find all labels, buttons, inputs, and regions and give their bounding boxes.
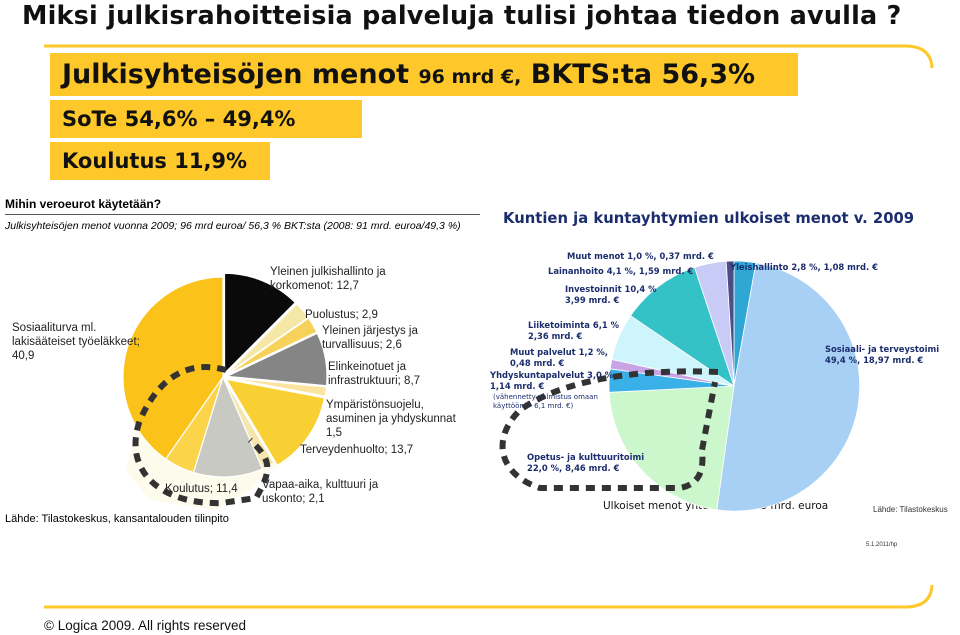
right-chart-source: Lähde: Tilastokeskus [873,505,948,514]
left-chart-divider [5,214,480,215]
left-label-3-0: Elinkeinotuet ja [328,361,407,373]
footer-copyright: © Logica 2009. All rights reserved [44,618,247,633]
headline-spending-part3: BKTS:ta 56,3% [530,59,756,90]
right-label-3-0: Yhdyskuntapalvelut 3,0 % [489,370,614,380]
left-label-1-0: Puolustus; 2,9 [305,309,378,321]
pie0-slice-9 [122,276,224,460]
right-label-1-0: Sosiaali- ja terveystoimi [825,344,939,354]
right-label-2-0: Opetus- ja kulttuuritoimi [527,452,644,462]
pie1-slice-2 [608,385,735,511]
right-label-3-note-0: (vähennetty valmistus omaan [493,393,598,401]
headline-sote: SoTe 54,6% – 49,4% [50,100,362,138]
right-label-6-1: 3,99 mrd. € [565,295,620,305]
left-label-2-0: Yleinen järjestys ja [322,325,418,337]
pie1-slice-6 [630,266,735,387]
left-label-9-0: Sosiaaliturva ml. [12,322,96,334]
left-label-2-1: turvallisuus; 2,6 [322,339,402,351]
left-label-4-2: 1,5 [326,427,342,439]
left-label-4-0: Ympäristönsuojelu, [326,399,424,411]
headline-education: Koulutus 11,9% [50,142,270,180]
bottom-accent-curve [44,584,934,609]
left-label-7-0: Koulutus; 11,4 [165,483,238,495]
right-pie-dotted-highlight [499,368,719,491]
left-pie-dotted-highlight [132,364,271,507]
pie0-slice-4 [226,376,328,397]
left-chart-subtitle: Julkisyhteisöjen menot vuonna 2009; 96 m… [5,220,461,232]
pie0-slice-7 [192,375,264,478]
right-label-6-0: Investoinnit 10,4 % [565,284,657,294]
right-label-0-0: Yleishallinto 2,8 %, 1,08 mrd. € [729,262,878,272]
right-label-8-0: Muut menot 1,0 %, 0,37 mrd. € [567,251,714,261]
right-label-4-1: 0,48 mrd. € [510,358,565,368]
left-label-9-1: lakisääteiset työeläkkeet; [12,336,140,348]
right-label-3-1: 1,14 mrd. € [490,381,545,391]
right-chart-date: 5.1.2011/hp [866,542,898,548]
pie1-slice-1 [716,262,861,512]
right-label-1-1: 49,4 %, 18,97 mrd. € [825,355,923,365]
headline-spending-part2: 96 mrd €, [418,66,522,88]
pie0-slice-3 [224,332,328,387]
left-chart-source: Lähde: Tilastokeskus, kansantalouden til… [5,513,229,525]
right-label-3-note-1: käyttöön = 6,1 mrd. €) [493,402,573,410]
left-label-6-0: Vapaa-aika, kulttuuri ja [262,479,379,491]
left-label-3-1: infrastruktuuri; 8,7 [328,375,420,387]
headline-spending: Julkisyhteisöjen menot 96 mrd €, BKTS:ta… [50,53,798,96]
pie0-slice-2 [226,317,318,376]
left-label-5-0: Terveydenhuolto; 13,7 [300,444,413,456]
right-label-2-1: 22,0 %, 8,46 mrd. € [527,463,620,473]
right-label-5-1: 2,36 mrd. € [528,331,583,341]
headline-spending-part1: Julkisyhteisöjen menot [62,59,410,90]
left-label-0-1: korkomenot: 12,7 [270,280,359,292]
pie0-slice-0 [223,272,297,375]
left-chart-question: Mihin veroeurot käytetään? [5,197,162,211]
pie0-slice-5 [225,378,326,467]
right-label-4-0: Muut palvelut 1,2 %, [510,347,608,357]
pie0-slice-1 [225,302,310,375]
pie1-slice-8 [725,260,735,387]
left-label-6-1: uskonto; 2,1 [262,493,325,505]
left-label-9-2: 40,9 [12,350,34,362]
left-label-0-0: Yleinen julkishallinto ja [270,266,386,278]
right-label-5-0: Liiketoiminta 6,1 % [528,320,620,330]
right-label-7-0: Lainanhoito 4,1 %, 1,59 mrd. € [548,266,693,276]
right-chart-title: Kuntien ja kuntayhtymien ulkoiset menot … [503,210,915,227]
top-accent-curve [44,44,934,69]
left-label-4-1: asuminen ja yhdyskunnat [326,413,457,425]
slide-title: Miksi julkisrahoitteisia palveluja tulis… [22,1,902,31]
